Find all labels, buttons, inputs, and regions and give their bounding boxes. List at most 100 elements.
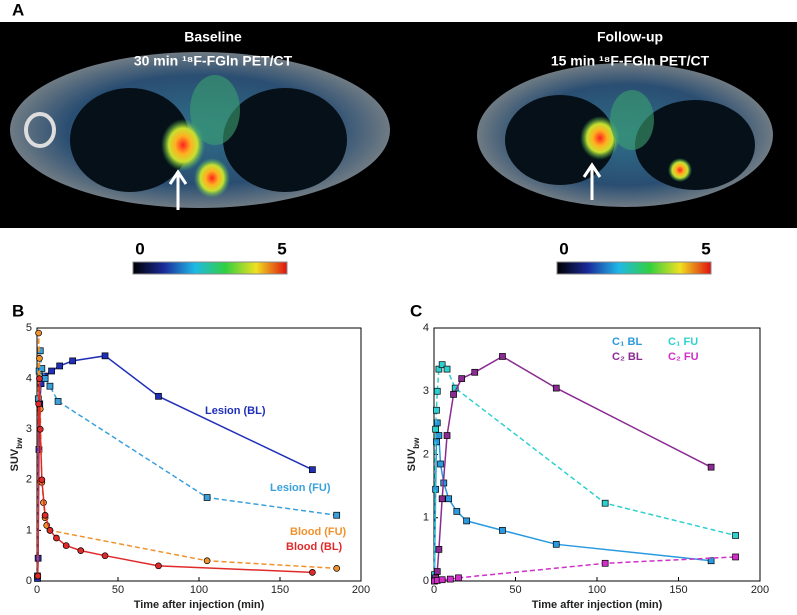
data-point [433, 406, 440, 414]
data-point [471, 368, 479, 376]
x-tick-label: 50 [509, 584, 521, 596]
data-point [41, 511, 49, 519]
data-point [453, 508, 461, 515]
x-tick-label: 150 [669, 584, 687, 596]
colorbar [132, 261, 288, 275]
data-point [499, 353, 506, 360]
image-subtitle: 15 min ¹⁸F-FGln PET/CT [551, 53, 710, 69]
data-point [435, 546, 443, 553]
data-point [707, 557, 715, 565]
data-point [101, 352, 109, 360]
data-point [38, 476, 46, 484]
y-tick-label: 4 [423, 322, 429, 334]
data-point [438, 361, 446, 369]
x-tick-label: 0 [34, 584, 40, 596]
data-point [36, 425, 44, 433]
y-tick-label: 1 [423, 512, 429, 524]
legend-label: C₂ BL [612, 351, 643, 363]
y-tick-label: 2 [26, 474, 32, 486]
x-tick-label: 200 [751, 584, 769, 596]
image-title: Baseline [184, 29, 242, 45]
image-subtitle: 30 min ¹⁸F-FGln PET/CT [134, 53, 293, 69]
data-point [34, 572, 42, 580]
data-point [443, 365, 451, 373]
data-point [463, 517, 470, 525]
data-point [77, 547, 85, 554]
data-point [53, 534, 60, 542]
data-point [54, 398, 62, 405]
y-tick-label: 1 [26, 524, 32, 536]
x-axis-label: Time after injection (min) [134, 599, 265, 611]
data-point [455, 574, 462, 582]
data-point [35, 400, 42, 408]
colorbar [556, 261, 712, 275]
image-title: Follow-up [597, 29, 663, 45]
data-point [433, 387, 441, 395]
data-point [450, 391, 457, 398]
data-point [46, 382, 54, 390]
data-point [101, 552, 109, 560]
data-point [46, 527, 54, 534]
legend-label: Blood (BL) [286, 541, 343, 553]
y-tick-label: 4 [26, 373, 32, 385]
data-point [446, 575, 454, 583]
series-line [433, 363, 736, 575]
y-tick-label: 3 [423, 385, 429, 397]
x-tick-label: 150 [271, 584, 289, 596]
data-point [445, 495, 453, 503]
series-line [36, 350, 337, 576]
colorbar-label: 0 [135, 239, 144, 258]
data-point [458, 375, 466, 382]
data-point [35, 329, 42, 337]
pet-image-follow-up [477, 63, 773, 207]
x-tick-label: 100 [190, 584, 208, 596]
data-point [69, 357, 76, 365]
y-tick-label: 0 [26, 575, 32, 587]
data-point [601, 499, 609, 507]
data-point [62, 542, 70, 549]
data-point [38, 365, 46, 372]
series-line [37, 333, 337, 576]
data-point [155, 392, 162, 400]
y-tick-label: 2 [423, 448, 429, 460]
data-point [552, 384, 560, 392]
legend-label: C₂ FU [668, 351, 699, 363]
data-point [435, 432, 443, 439]
data-point [433, 438, 440, 446]
legend-label: C₁ FU [668, 336, 698, 348]
pet-image-baseline [10, 52, 390, 210]
data-point [56, 362, 64, 370]
data-point [732, 553, 739, 561]
y-tick-label: 0 [423, 575, 429, 587]
data-point [155, 562, 162, 570]
series-line [433, 355, 712, 582]
x-tick-label: 100 [588, 584, 606, 596]
data-point [432, 425, 439, 433]
legend-label: Lesion (BL) [205, 405, 266, 417]
data-point [707, 463, 715, 471]
plot-frame [433, 327, 761, 582]
data-point [433, 419, 441, 427]
data-point [309, 569, 316, 576]
y-axis-label: SUVbw [406, 437, 421, 472]
y-tick-label: 3 [26, 423, 32, 435]
data-point [309, 466, 316, 474]
data-point [438, 495, 446, 503]
colorbar-label: 5 [277, 239, 286, 258]
data-point [433, 568, 441, 575]
colorbar-label: 0 [559, 239, 568, 258]
panel-label: C [410, 301, 422, 320]
data-point [732, 532, 739, 539]
y-axis-label-main: SUV [9, 448, 21, 471]
y-axis-label-sub: bw [15, 437, 24, 449]
data-point [41, 375, 49, 382]
y-tick-label: 5 [26, 322, 32, 334]
x-tick-label: 0 [431, 584, 437, 596]
x-axis-label: Time after injection (min) [532, 599, 663, 611]
series-line [434, 556, 736, 582]
y-axis-label-sub: bw [412, 437, 421, 449]
panel-label: B [12, 301, 24, 320]
legend-label: Lesion (FU) [270, 482, 331, 494]
data-point [499, 527, 506, 534]
